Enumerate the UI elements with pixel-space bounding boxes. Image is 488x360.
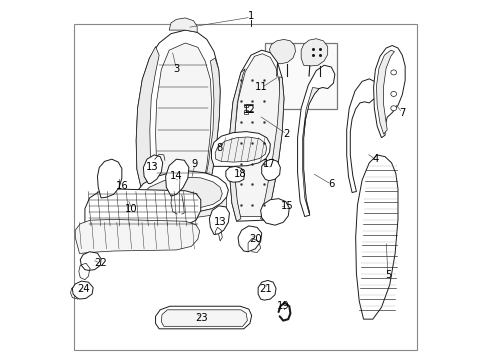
Text: 23: 23 (195, 313, 207, 323)
Text: 18: 18 (233, 168, 246, 179)
Text: 11: 11 (255, 82, 267, 93)
Text: 24: 24 (78, 284, 90, 294)
PathPatch shape (269, 40, 295, 64)
PathPatch shape (229, 50, 284, 221)
PathPatch shape (140, 197, 226, 218)
Ellipse shape (390, 91, 396, 96)
PathPatch shape (346, 79, 376, 193)
PathPatch shape (155, 43, 211, 190)
PathPatch shape (169, 18, 197, 32)
Text: 2: 2 (283, 129, 289, 139)
PathPatch shape (238, 226, 261, 252)
PathPatch shape (136, 46, 159, 193)
PathPatch shape (258, 280, 276, 300)
PathPatch shape (260, 199, 289, 225)
PathPatch shape (143, 155, 163, 184)
PathPatch shape (211, 132, 270, 166)
PathPatch shape (260, 77, 284, 220)
PathPatch shape (376, 50, 394, 134)
PathPatch shape (209, 206, 229, 234)
PathPatch shape (155, 306, 251, 329)
PathPatch shape (165, 159, 188, 196)
PathPatch shape (301, 39, 327, 66)
Text: 13: 13 (213, 217, 226, 227)
PathPatch shape (136, 30, 220, 194)
PathPatch shape (85, 189, 201, 241)
Text: 6: 6 (327, 179, 334, 189)
Text: 8: 8 (216, 143, 222, 153)
Text: 7: 7 (398, 108, 405, 118)
PathPatch shape (373, 45, 405, 138)
Ellipse shape (390, 70, 396, 75)
Text: 4: 4 (371, 154, 378, 164)
PathPatch shape (161, 310, 247, 326)
Text: 16: 16 (115, 181, 128, 192)
PathPatch shape (75, 220, 199, 253)
PathPatch shape (261, 159, 280, 181)
Text: 1: 1 (247, 12, 254, 22)
PathPatch shape (136, 171, 228, 213)
Text: 21: 21 (259, 284, 272, 294)
Text: 13: 13 (145, 162, 158, 172)
PathPatch shape (142, 177, 222, 210)
PathPatch shape (72, 281, 93, 299)
Text: 20: 20 (248, 234, 261, 244)
PathPatch shape (225, 166, 244, 182)
Bar (244, 111, 247, 114)
Text: 19: 19 (276, 301, 289, 311)
Text: 15: 15 (281, 201, 293, 211)
PathPatch shape (229, 69, 244, 221)
PathPatch shape (302, 87, 319, 213)
PathPatch shape (203, 58, 220, 194)
Text: 10: 10 (125, 204, 138, 214)
Text: 14: 14 (170, 171, 183, 181)
Bar (244, 104, 247, 107)
Text: 5: 5 (384, 270, 390, 280)
Text: 3: 3 (173, 64, 179, 74)
Text: 9: 9 (191, 159, 198, 169)
PathPatch shape (355, 155, 397, 319)
Ellipse shape (390, 106, 396, 111)
PathPatch shape (297, 65, 334, 217)
PathPatch shape (80, 252, 101, 270)
PathPatch shape (215, 137, 266, 162)
Text: 17: 17 (263, 159, 275, 169)
Text: 22: 22 (94, 258, 106, 268)
Text: 12: 12 (242, 105, 255, 115)
PathPatch shape (97, 159, 122, 198)
PathPatch shape (234, 54, 281, 217)
Bar (265, 42, 336, 109)
